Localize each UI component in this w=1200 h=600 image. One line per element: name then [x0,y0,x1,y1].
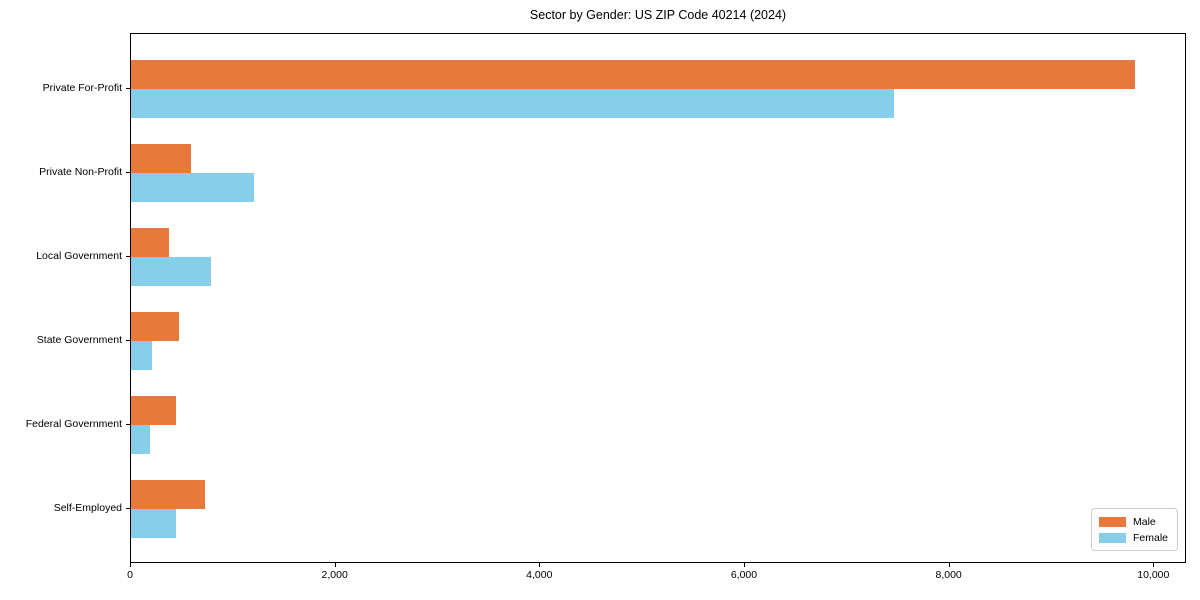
legend-label-male: Male [1133,515,1156,528]
bar-female-state-government [131,341,153,371]
y-tick-mark-self-employed [126,508,130,510]
bar-female-private-for-profit [131,89,894,118]
bar-female-private-non-profit [131,173,254,203]
x-tick-label-10000: 10,000 [1137,569,1170,581]
y-tick-label-private-for-profit: Private For-Profit [42,82,122,94]
y-tick-mark-private-for-profit [126,88,130,89]
bar-female-local-government [131,257,211,287]
bar-male-private-for-profit [131,60,1135,89]
legend-label-female: Female [1133,531,1169,544]
y-tick-label-state-government: State Government [36,334,122,347]
legend-item-male: Male [1099,516,1177,528]
bar-male-state-government [131,312,179,342]
y-tick-label-private-non-profit: Private Non-Profit [39,166,122,179]
bar-female-self-employed [131,509,177,539]
x-tick-mark-0 [130,563,131,567]
y-tick-mark-private-non-profit [126,172,130,174]
legend-swatch-female [1099,532,1126,543]
x-tick-mark-4000 [539,563,541,567]
x-tick-mark-10000 [1153,563,1155,567]
y-tick-mark-local-government [126,256,130,258]
legend-item-female: Female [1099,532,1177,544]
bar-male-private-non-profit [131,144,192,174]
x-tick-mark-6000 [743,563,745,567]
bar-male-self-employed [131,480,206,510]
legend-swatch-male [1099,516,1126,527]
x-tick-label-0: 0 [127,569,133,581]
x-tick-mark-8000 [948,563,950,567]
x-tick-label-4000: 4,000 [526,569,553,581]
bar-male-local-government [131,228,169,258]
x-tick-label-6000: 6,000 [730,569,758,581]
x-tick-mark-2000 [334,563,336,567]
y-tick-label-federal-government: Federal Government [25,418,122,431]
x-tick-label-2000: 2,000 [321,569,348,581]
y-tick-label-local-government: Local Government [36,250,122,263]
y-tick-mark-state-government [126,340,130,342]
bar-female-federal-government [131,425,151,455]
plot-area [130,33,1186,563]
chart-title: Sector by Gender: US ZIP Code 40214 (202… [529,8,787,22]
x-tick-label-8000: 8,000 [935,569,962,581]
legend: Male Female [1091,508,1178,551]
y-tick-mark-federal-government [126,424,130,426]
bar-male-federal-government [131,396,177,426]
y-tick-label-self-employed: Self-Employed [53,502,122,515]
